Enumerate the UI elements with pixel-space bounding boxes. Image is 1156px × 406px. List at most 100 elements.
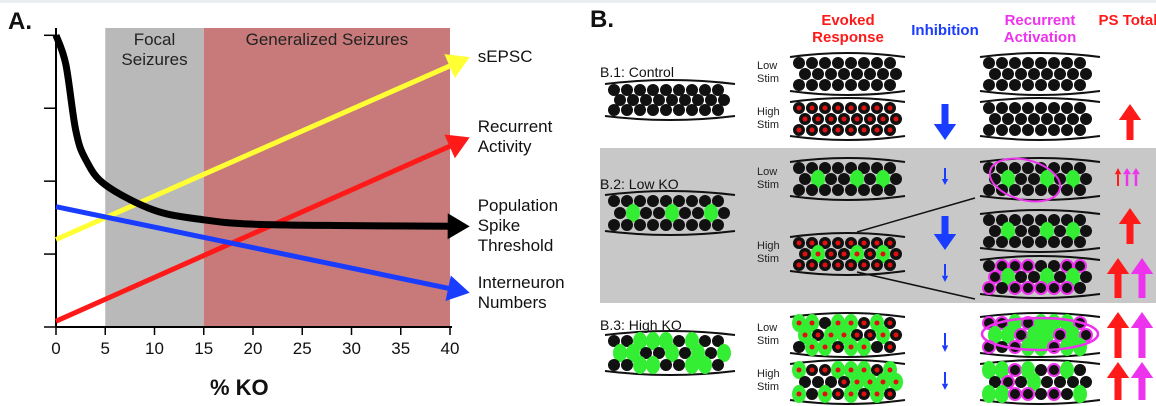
active-dot xyxy=(868,333,873,338)
cell xyxy=(864,173,876,185)
active-dot xyxy=(868,380,873,385)
active-dot xyxy=(894,117,899,122)
arrow-head xyxy=(1131,362,1153,378)
cell xyxy=(1015,113,1027,125)
cell xyxy=(1067,113,1079,125)
cell xyxy=(1054,376,1066,388)
membrane xyxy=(790,136,905,140)
cell xyxy=(1015,271,1027,283)
cell xyxy=(1015,376,1027,388)
cell xyxy=(825,68,837,80)
cell xyxy=(699,84,711,96)
active-dot xyxy=(816,117,821,122)
cell xyxy=(858,184,870,196)
column-header: Inhibition xyxy=(905,22,985,39)
active-dot xyxy=(862,345,867,350)
active-dot xyxy=(862,368,867,373)
cell xyxy=(1080,68,1092,80)
panel-label: B. xyxy=(590,10,614,30)
cell xyxy=(666,94,678,106)
cell xyxy=(1022,79,1034,91)
active-dot xyxy=(823,263,828,268)
stim-label: Low Stim xyxy=(757,166,791,192)
cell xyxy=(812,68,824,80)
cell xyxy=(1061,79,1073,91)
cell xyxy=(647,104,659,116)
cell xyxy=(819,79,831,91)
membrane xyxy=(980,53,1100,57)
cell xyxy=(832,162,844,174)
cell xyxy=(1048,282,1060,294)
active-dot xyxy=(855,117,860,122)
cell xyxy=(1009,102,1021,114)
active-dot xyxy=(842,252,847,257)
cell xyxy=(1009,364,1021,376)
cell xyxy=(1035,102,1047,114)
cell xyxy=(1022,260,1034,272)
active-dot xyxy=(888,263,893,268)
cell xyxy=(983,79,995,91)
cell xyxy=(1074,79,1086,91)
cell xyxy=(608,84,620,96)
active-dot xyxy=(849,368,854,373)
active-dot xyxy=(881,252,886,257)
cell-bundle xyxy=(980,98,1100,140)
active-dot xyxy=(816,252,821,257)
cell xyxy=(621,219,633,231)
cell xyxy=(1015,68,1027,80)
arrow-head xyxy=(934,124,956,140)
cell xyxy=(890,173,902,185)
cell xyxy=(640,207,652,219)
active-dot xyxy=(836,392,841,397)
ko-cell xyxy=(646,356,660,374)
cell xyxy=(989,68,1001,80)
active-dot xyxy=(875,241,880,246)
cell xyxy=(1028,225,1040,237)
cell xyxy=(1061,124,1073,136)
x-tick-label: 40 xyxy=(441,339,460,358)
active-dot xyxy=(829,252,834,257)
active-dot xyxy=(810,321,815,326)
active-dot xyxy=(842,380,847,385)
membrane xyxy=(790,53,905,57)
cell xyxy=(692,94,704,106)
cell xyxy=(1015,225,1027,237)
cell xyxy=(858,57,870,69)
cell xyxy=(1041,376,1053,388)
cell xyxy=(1061,57,1073,69)
active-dot xyxy=(836,241,841,246)
column-header: Recurrent Activation xyxy=(985,12,1095,46)
cell xyxy=(647,84,659,96)
active-dot xyxy=(888,106,893,111)
active-dot xyxy=(849,128,854,133)
cell xyxy=(627,94,639,106)
active-dot xyxy=(894,333,899,338)
cell xyxy=(1009,57,1021,69)
cell xyxy=(1048,236,1060,248)
cell xyxy=(1048,57,1060,69)
active-dot xyxy=(810,368,815,373)
cell xyxy=(1022,57,1034,69)
cell xyxy=(679,94,691,106)
cell xyxy=(712,219,724,231)
cell xyxy=(1048,102,1060,114)
active-dot xyxy=(849,263,854,268)
cell xyxy=(1009,79,1021,91)
active-dot xyxy=(823,106,828,111)
stim-label: Low Stim xyxy=(757,60,791,86)
cell xyxy=(1035,184,1047,196)
panel-label: A. xyxy=(8,12,32,32)
cell xyxy=(884,57,896,69)
series-label: sEPSC xyxy=(478,47,573,67)
active-dot xyxy=(803,252,808,257)
cell xyxy=(621,84,633,96)
top-rule xyxy=(0,0,1156,3)
cell xyxy=(871,79,883,91)
cell xyxy=(608,219,620,231)
cell xyxy=(673,219,685,231)
active-dot xyxy=(868,252,873,257)
cell xyxy=(983,184,995,196)
active-dot xyxy=(816,333,821,338)
active-dot xyxy=(803,333,808,338)
stim-label: Low Stim xyxy=(757,322,791,348)
